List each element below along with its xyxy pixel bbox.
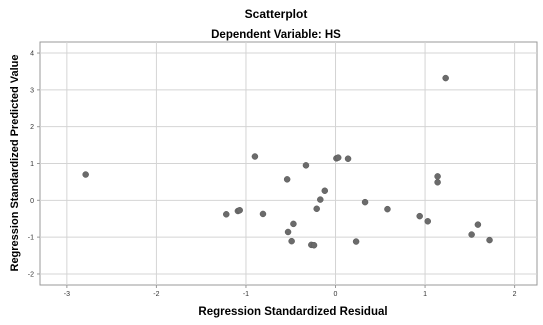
x-tick-label: 2 [513, 291, 517, 298]
data-point [434, 173, 441, 180]
data-point [284, 228, 292, 236]
data-point [290, 220, 297, 228]
data-point [317, 196, 324, 203]
y-tick-label: 4 [30, 51, 34, 58]
data-point [302, 162, 310, 169]
data-point [384, 205, 391, 213]
data-point [251, 153, 259, 160]
data-point [283, 176, 291, 183]
data-point [313, 205, 320, 213]
x-tick-label: -2 [153, 291, 159, 298]
y-tick-label: -1 [28, 235, 34, 242]
data-point [321, 187, 329, 194]
data-point [442, 74, 449, 82]
y-axis-label: Regression Standardized Predicted Value [9, 54, 21, 271]
y-tick-label: 3 [30, 87, 34, 94]
data-point [310, 241, 318, 249]
data-points [82, 74, 493, 249]
data-point [82, 171, 89, 178]
data-point [288, 237, 295, 245]
chart-subtitle: Dependent Variable: HS [211, 29, 341, 41]
axis-ticks: -3 -2 -1 0 1 2 -2 -1 0 1 2 3 4 [28, 51, 517, 298]
y-tick-label: 2 [30, 124, 34, 131]
grid-lines [40, 42, 537, 285]
data-point [474, 221, 482, 228]
x-tick-label: 1 [423, 291, 427, 298]
x-axis-label: Regression Standardized Residual [198, 306, 387, 318]
data-point [434, 179, 441, 186]
data-point [468, 231, 475, 238]
chart-title: Scatterplot [245, 7, 308, 21]
x-tick-label: 0 [334, 291, 338, 298]
data-point [361, 198, 369, 206]
y-tick-label: 1 [30, 161, 34, 168]
data-point [352, 238, 360, 245]
y-tick-label: 0 [30, 198, 34, 205]
data-point [334, 154, 342, 161]
data-point [223, 211, 230, 218]
data-point [416, 212, 423, 220]
data-point [486, 236, 493, 244]
data-point [344, 155, 352, 162]
data-point [424, 218, 431, 225]
data-point [259, 210, 267, 218]
y-tick-label: -2 [28, 271, 34, 278]
x-tick-label: -1 [243, 291, 249, 298]
x-tick-label: -3 [64, 291, 70, 298]
data-point [236, 207, 243, 214]
